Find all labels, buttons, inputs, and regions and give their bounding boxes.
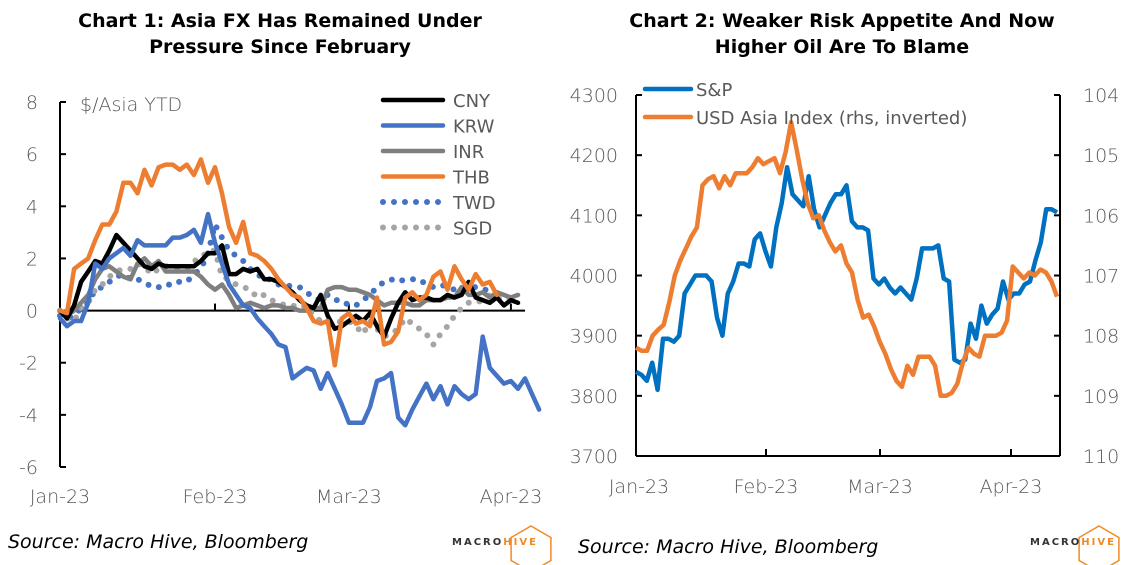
y-tick-label: -4 <box>19 405 38 427</box>
chart1-title-line1: Chart 1: Asia FX Has Remained Under <box>78 10 482 32</box>
y-tick-label: 4 <box>26 196 38 218</box>
chart2-title-line1: Chart 2: Weaker Risk Appetite And Now <box>629 10 1055 32</box>
x-tick-label: Feb-23 <box>734 476 799 498</box>
chart1-title-line2: Pressure Since February <box>149 36 411 58</box>
y-tick-label: 8 <box>26 92 38 114</box>
right-y-tick-label: 106 <box>1083 205 1119 227</box>
logo-hive-text: HIVE <box>503 537 538 548</box>
left-y-tick-label: 4100 <box>570 205 618 227</box>
logo-macro-text: MACRO <box>1030 537 1082 548</box>
x-tick-label: Mar-23 <box>847 476 913 498</box>
chart2-plot: 4300 4200 4100 4000 3900 3800 3700 104 105 106 107… <box>570 80 1120 498</box>
legend-label-krw: KRW <box>453 117 495 138</box>
chart2-source: Source: Macro Hive, Bloomberg <box>578 536 879 558</box>
legend-label-twd: TWD <box>452 193 496 214</box>
x-tick-label: Feb-23 <box>183 486 248 508</box>
right-y-tick-label: 107 <box>1083 266 1119 288</box>
y-tick-label: -2 <box>19 353 38 375</box>
right-y-tick-label: 108 <box>1083 326 1119 348</box>
left-y-tick-label: 3900 <box>570 326 618 348</box>
legend-label-1: USD Asia Index (rhs, inverted) <box>696 108 967 129</box>
x-tick-label: Apr-23 <box>480 486 543 508</box>
series-line-thb <box>57 157 500 368</box>
series-line-krw <box>57 211 542 428</box>
y-tick-label: 6 <box>26 144 38 166</box>
legend-label-thb: THB <box>452 168 490 189</box>
chart2-title: Chart 2: Weaker Risk Appetite And Now Hi… <box>572 8 1112 60</box>
hexagon-logo-icon <box>1078 525 1120 565</box>
left-y-tick-label: 3700 <box>570 446 618 468</box>
chart1-source: Source: Macro Hive, Bloomberg <box>8 531 309 553</box>
logo-hive-text: HIVE <box>1081 537 1116 548</box>
legend-label-0: S&P <box>696 80 732 101</box>
x-tick-label: Jan-23 <box>30 486 90 508</box>
left-y-tick-label: 4300 <box>570 85 618 107</box>
y-tick-label: 0 <box>26 301 38 323</box>
x-tick-label: Apr-23 <box>980 476 1043 498</box>
macrohive-logo-1: MACROHIVE <box>452 537 538 548</box>
left-y-tick-label: 3800 <box>570 386 618 408</box>
logo-macro-text: MACRO <box>452 537 504 548</box>
chart1-title: Chart 1: Asia FX Has Remained Under Pres… <box>10 8 550 60</box>
y-tick-label: 2 <box>26 248 38 270</box>
chart1-plot: 8 6 4 2 0 -2 -4 -6 Jan-23 Feb-23 Mar-23 Apr-23 $/Asi… <box>19 91 542 508</box>
x-tick-label: Mar-23 <box>316 486 382 508</box>
series-line-usd-asia-index <box>634 119 1060 399</box>
right-y-tick-label: 110 <box>1083 446 1119 468</box>
macrohive-logo-2: MACROHIVE <box>1030 537 1116 548</box>
right-y-tick-label: 105 <box>1083 145 1119 167</box>
right-y-tick-label: 109 <box>1083 386 1119 408</box>
y-tick-label: -6 <box>19 457 38 479</box>
legend-label-inr: INR <box>453 142 484 163</box>
x-tick-label: Jan-23 <box>609 476 669 498</box>
legend-label-cny: CNY <box>453 91 491 112</box>
left-y-tick-label: 4200 <box>570 145 618 167</box>
series-line-sp <box>634 164 1059 393</box>
hexagon-logo-icon <box>510 525 552 565</box>
legend-label-sgd: SGD <box>453 219 492 240</box>
y-annotation: $/Asia YTD <box>80 94 182 116</box>
left-y-tick-label: 4000 <box>570 266 618 288</box>
right-y-tick-label: 104 <box>1083 85 1119 107</box>
chart2-title-line2: Higher Oil Are To Blame <box>714 36 970 58</box>
